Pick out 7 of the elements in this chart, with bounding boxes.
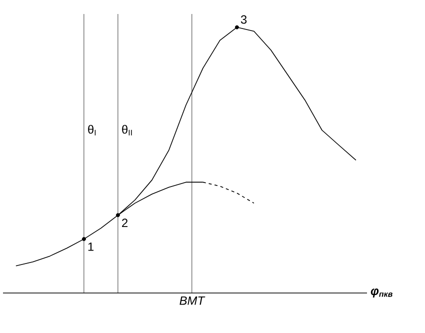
x-axis-title: φ$_{пкв}$ <box>370 288 392 298</box>
annotation: 1 <box>88 242 94 251</box>
annotation: θ$_{I}$ <box>88 124 96 136</box>
annotation: 2 <box>122 218 128 228</box>
text: ВМТ <box>180 296 206 305</box>
annotation: θ$_{II}$ <box>122 124 132 136</box>
annotation: 3 <box>240 15 247 24</box>
